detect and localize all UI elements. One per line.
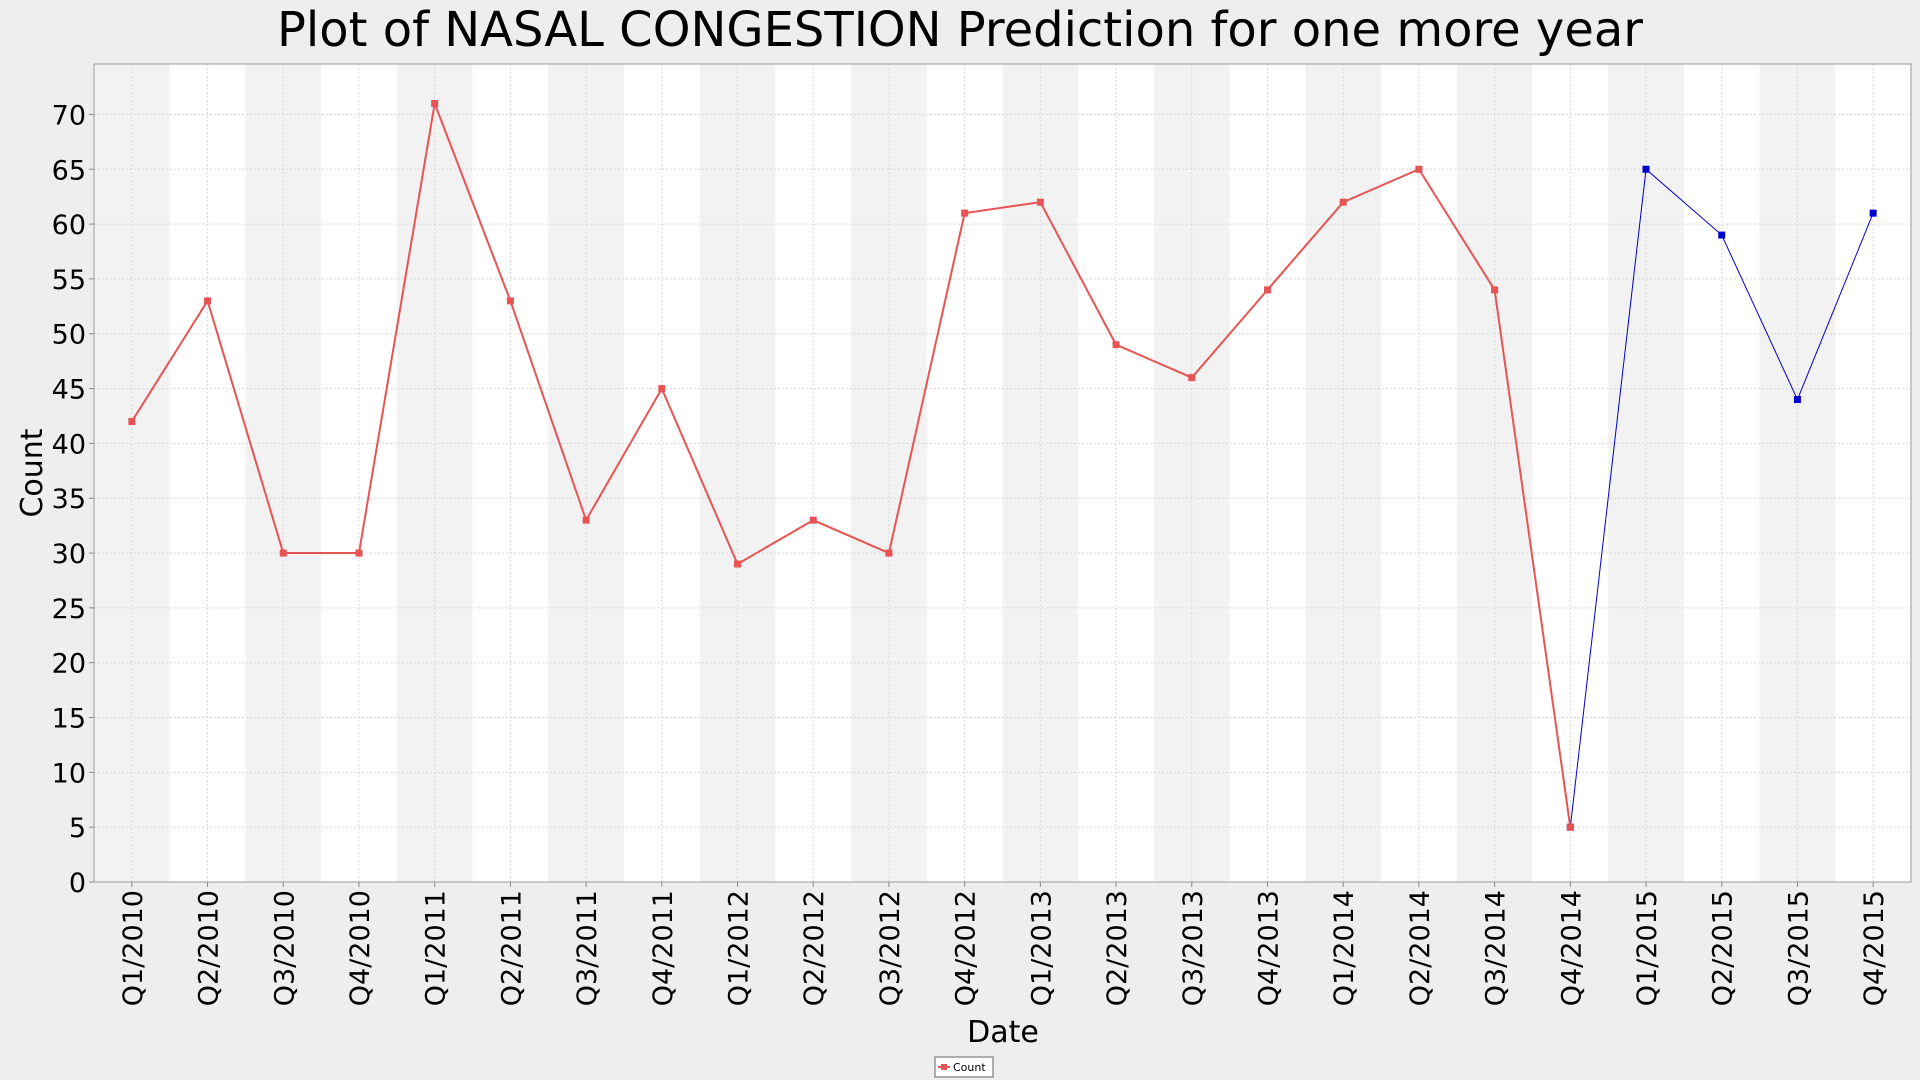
point <box>1112 341 1120 349</box>
x-tick-label: Q3/2012 <box>875 890 906 1006</box>
x-tick-label: Q1/2012 <box>724 890 755 1006</box>
x-tick-label: Q4/2010 <box>345 890 376 1006</box>
y-tick-label: 40 <box>52 429 86 460</box>
x-tick-label: Q1/2015 <box>1632 890 1663 1006</box>
point <box>582 516 590 524</box>
point <box>355 549 363 557</box>
point <box>279 549 287 557</box>
x-tick-label: Q2/2012 <box>799 890 830 1006</box>
legend-label: Count <box>953 1061 986 1074</box>
x-tick-label: Q4/2012 <box>951 890 982 1006</box>
point <box>1491 286 1499 294</box>
x-tick-label: Q2/2014 <box>1405 890 1436 1006</box>
y-tick-label: 5 <box>69 813 86 844</box>
point <box>1339 198 1347 206</box>
x-tick-label: Q2/2015 <box>1708 890 1739 1006</box>
y-tick-label: 70 <box>52 100 86 131</box>
y-tick-label: 60 <box>52 210 86 241</box>
point <box>961 209 969 217</box>
x-tick-label: Q2/2013 <box>1102 890 1133 1006</box>
x-tick-label: Q1/2014 <box>1329 890 1360 1006</box>
point <box>1642 165 1650 173</box>
x-tick-label: Q3/2014 <box>1481 890 1512 1006</box>
point <box>506 297 514 305</box>
point <box>1415 165 1423 173</box>
x-tick-label: Q1/2013 <box>1026 890 1057 1006</box>
x-tick-label: Q3/2015 <box>1783 890 1814 1006</box>
x-tick-label: Q1/2011 <box>421 890 452 1006</box>
y-tick-label: 35 <box>52 484 86 515</box>
x-tick-label: Q4/2013 <box>1253 890 1284 1006</box>
y-tick-label: 20 <box>52 649 86 680</box>
point <box>128 417 136 425</box>
point <box>658 385 666 393</box>
x-tick-label: Q4/2015 <box>1859 890 1890 1006</box>
point <box>1718 231 1726 239</box>
x-tick-label: Q4/2011 <box>648 890 679 1006</box>
legend-box <box>934 1056 994 1078</box>
series-line <box>131 99 1572 828</box>
x-tick-label: Q2/2011 <box>496 890 527 1006</box>
x-tick-label: Q2/2010 <box>194 890 225 1006</box>
point <box>1263 286 1271 294</box>
y-tick-label: 15 <box>52 704 86 735</box>
chart-title: Plot of NASAL CONGESTION Prediction for … <box>277 2 1643 58</box>
x-axis-label: Date <box>967 1015 1039 1050</box>
y-tick-label: 0 <box>69 868 86 899</box>
point <box>431 99 439 107</box>
y-axis-label: Count <box>15 428 50 517</box>
point <box>809 516 817 524</box>
point <box>1566 823 1574 831</box>
y-tick-label: 30 <box>52 539 86 570</box>
x-tick-label: Q3/2010 <box>269 890 300 1006</box>
y-tick-label: 65 <box>52 155 86 186</box>
y-tick-label: 10 <box>52 758 86 789</box>
x-tick-label: Q4/2014 <box>1556 890 1587 1006</box>
point <box>1793 396 1801 404</box>
point <box>204 297 212 305</box>
point <box>885 549 893 557</box>
point <box>734 560 742 568</box>
x-tick-label: Q1/2010 <box>118 890 149 1006</box>
x-tick-label: Q3/2011 <box>572 890 603 1006</box>
plot-border <box>93 63 1912 883</box>
point <box>1036 198 1044 206</box>
y-tick-label: 55 <box>52 265 86 296</box>
y-tick-label: 45 <box>52 375 86 406</box>
legend-marker <box>941 1064 947 1070</box>
x-tick-label: Q3/2013 <box>1178 890 1209 1006</box>
point <box>1869 209 1877 217</box>
y-tick-label: 50 <box>52 320 86 351</box>
y-tick-label: 25 <box>52 594 86 625</box>
point <box>1188 374 1196 382</box>
